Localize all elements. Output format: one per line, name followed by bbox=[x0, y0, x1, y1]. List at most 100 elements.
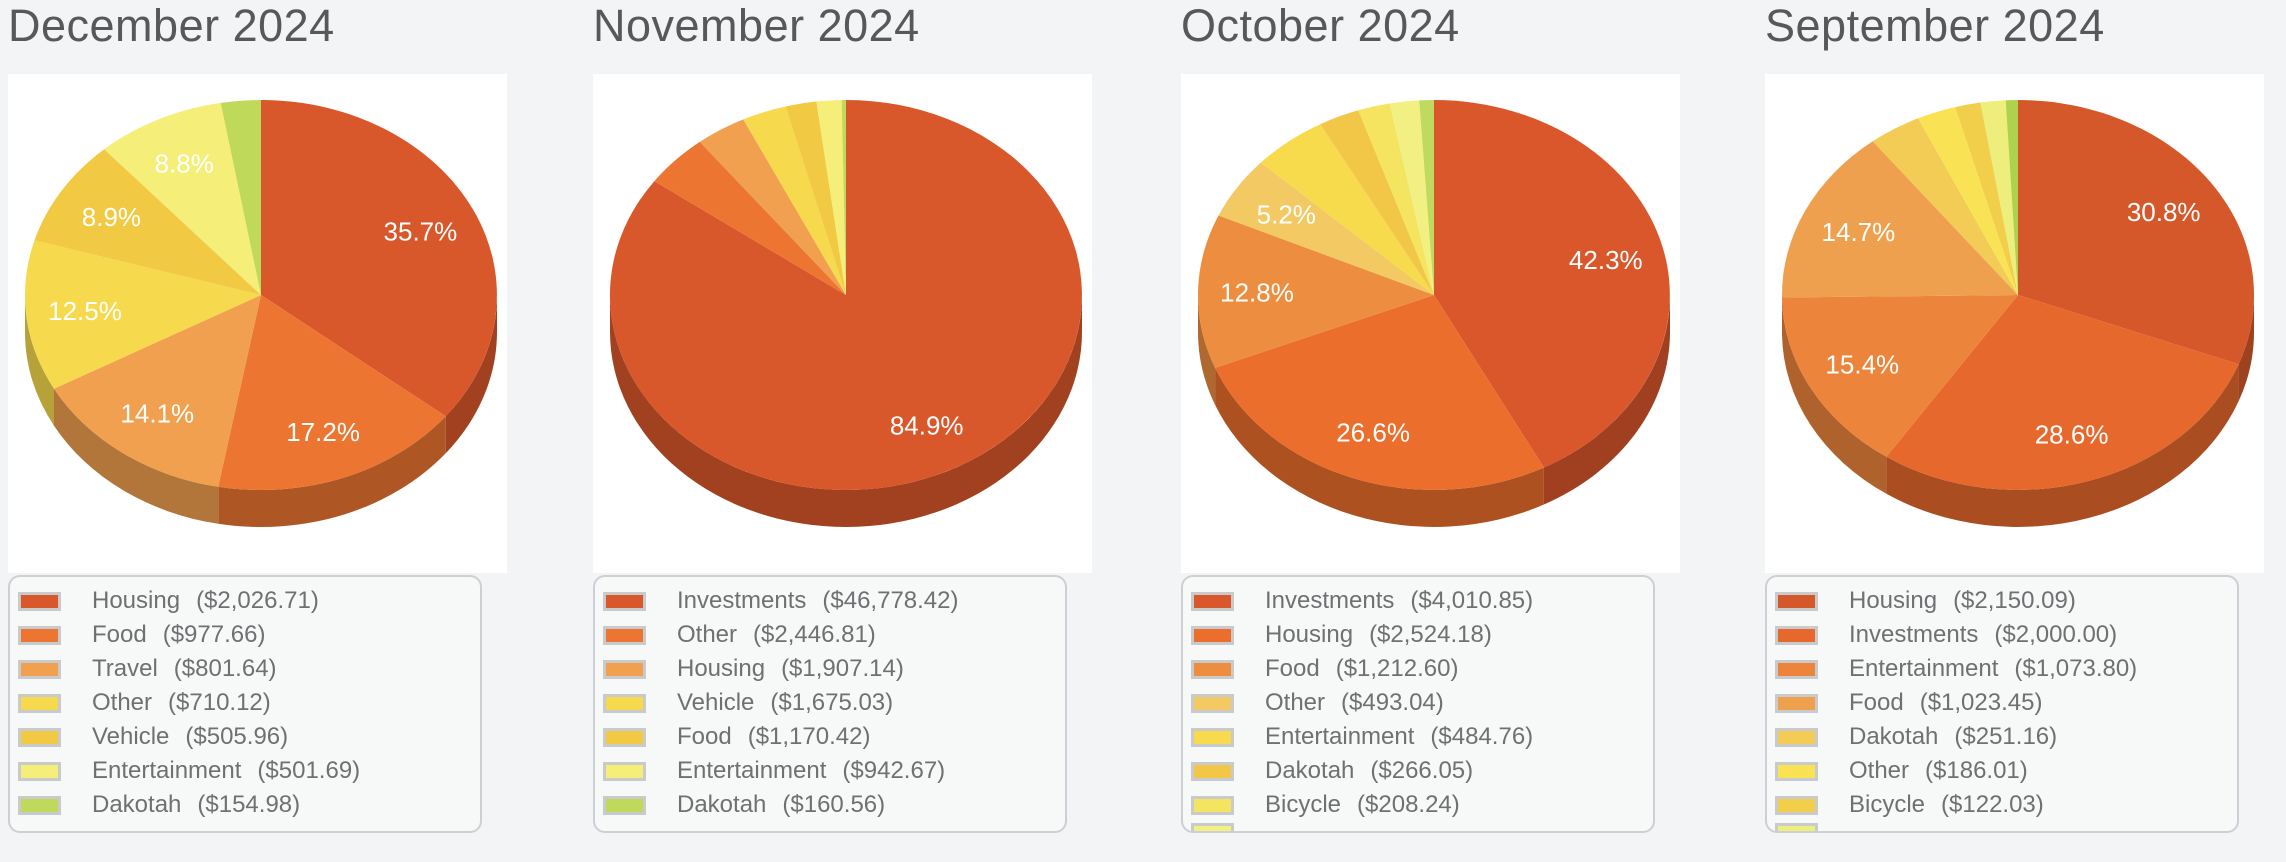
pie-slice[interactable] bbox=[1358, 103, 1434, 296]
pie-slice[interactable] bbox=[1434, 100, 1670, 468]
pie-slice[interactable] bbox=[2018, 100, 2255, 365]
pie-slice[interactable] bbox=[841, 99, 846, 295]
legend-amount-label: ($1,073.80) bbox=[2014, 655, 2138, 682]
pie-slice[interactable] bbox=[1872, 118, 2018, 295]
pie-slice[interactable] bbox=[104, 102, 261, 296]
legend-item[interactable]: Dakotah ($266.05) bbox=[1183, 754, 1653, 788]
legend-category-label: Vehicle bbox=[92, 723, 170, 750]
pie-chart-svg: 35.7% 17.2% 14.1% 12.5% 8.9% 8.8% bbox=[24, 100, 497, 528]
legend-amount-label: ($2,446.81) bbox=[753, 621, 876, 648]
legend-item[interactable]: Food ($1,023.45) bbox=[1767, 686, 2237, 720]
legend-item[interactable]: Other ($2,446.81) bbox=[595, 618, 1065, 652]
legend-amount-label: ($154.98) bbox=[197, 791, 301, 818]
legend-amount-label: ($122.03) bbox=[1941, 791, 2044, 818]
legend-category-label: Food bbox=[92, 621, 147, 648]
pie-slice[interactable] bbox=[654, 141, 846, 295]
legend: Investments ($46,778.42) Other ($2,446.81) H… bbox=[593, 575, 1067, 833]
legend-item[interactable]: Vehicle ($1,675.03) bbox=[595, 686, 1065, 720]
legend-amount-label: ($186.01) bbox=[1925, 757, 2028, 784]
legend-item[interactable]: Housing ($2,150.09) bbox=[1767, 584, 2237, 618]
legend-swatch bbox=[18, 727, 61, 747]
legend-swatch bbox=[603, 591, 646, 611]
legend-item[interactable]: Vehicle ($505.96) bbox=[10, 720, 480, 754]
pie-slice[interactable] bbox=[1782, 295, 2018, 457]
legend-item[interactable]: Dakotah ($154.98) bbox=[10, 788, 480, 822]
legend-category-label: Vehicle bbox=[677, 689, 755, 716]
legend-item[interactable]: Dakotah ($160.56) bbox=[595, 788, 1065, 822]
pie-slice[interactable] bbox=[1197, 215, 1434, 368]
pie-slice[interactable] bbox=[34, 149, 262, 295]
pie-slice[interactable] bbox=[2005, 100, 2018, 295]
pie-slice[interactable] bbox=[1218, 162, 1435, 295]
legend-amount-label: ($493.04) bbox=[1341, 689, 1444, 716]
chart-column: December 2024 35.7% 17.2% 14.1% 12.5% 8.9% 8.8… bbox=[8, 0, 548, 862]
legend-category-label: Other bbox=[92, 689, 153, 716]
legend-item[interactable]: Investments ($4,010.85) bbox=[1183, 584, 1653, 618]
pie-slice[interactable] bbox=[25, 240, 262, 389]
legend-swatch bbox=[18, 693, 61, 713]
pie-slice[interactable] bbox=[261, 100, 497, 417]
legend-swatch bbox=[603, 795, 646, 815]
legend-item[interactable]: Investments ($2,000.00) bbox=[1767, 618, 2237, 652]
pie-chart[interactable]: 30.8% 28.6% 15.4% 14.7% bbox=[1765, 74, 2264, 573]
legend-category-label: Food bbox=[677, 723, 732, 750]
pie-slice[interactable] bbox=[816, 100, 846, 295]
legend-item[interactable]: Investments ($46,778.42) bbox=[595, 584, 1065, 618]
pie-chart[interactable]: 35.7% 17.2% 14.1% 12.5% 8.9% 8.8% bbox=[8, 74, 507, 573]
pie-slice[interactable] bbox=[1918, 107, 2018, 295]
legend-item[interactable]: Food ($977.66) bbox=[10, 618, 480, 652]
legend-swatch bbox=[603, 625, 646, 645]
pie-slice[interactable] bbox=[54, 295, 261, 487]
legend-item[interactable]: Travel ($801.64) bbox=[10, 652, 480, 686]
legend-item[interactable]: Other ($493.04) bbox=[1183, 686, 1653, 720]
slice-percent-label: 35.7% bbox=[384, 217, 458, 247]
legend-amount-label: ($2,026.71) bbox=[196, 587, 319, 614]
pie-slice-side bbox=[1782, 297, 1887, 494]
legend-category-label: Other bbox=[1849, 757, 1910, 784]
pie-slice[interactable] bbox=[609, 100, 1082, 490]
legend-item[interactable]: Food ($1,170.42) bbox=[595, 720, 1065, 754]
legend-swatch bbox=[1775, 727, 1818, 747]
legend-amount-label: ($2,000.00) bbox=[1994, 621, 2118, 648]
pie-slice[interactable] bbox=[1955, 102, 2018, 296]
pie-slice[interactable] bbox=[1320, 110, 1434, 295]
legend-item[interactable]: Food ($1,212.60) bbox=[1183, 652, 1653, 686]
legend-item[interactable]: Entertainment ($484.76) bbox=[1183, 720, 1653, 754]
legend-item[interactable]: Bicycle ($122.03) bbox=[1767, 788, 2237, 822]
pie-slice[interactable] bbox=[1389, 100, 1434, 296]
legend-item[interactable]: Entertainment ($1,073.80) bbox=[1767, 652, 2237, 686]
pie-slice[interactable] bbox=[699, 119, 846, 296]
pie-slice-side bbox=[24, 295, 54, 426]
pie-slice[interactable] bbox=[1781, 141, 2018, 298]
pie-slice[interactable] bbox=[1419, 100, 1434, 295]
legend-amount-label: ($710.12) bbox=[168, 689, 271, 716]
legend-item[interactable]: Housing ($2,026.71) bbox=[10, 584, 480, 618]
legend-item[interactable]: Entertainment ($942.67) bbox=[595, 754, 1065, 788]
pie-slice[interactable] bbox=[1215, 295, 1544, 490]
pie-chart[interactable]: 42.3% 26.6% 12.8% 5.2% bbox=[1181, 74, 1680, 573]
legend-category-label: Entertainment bbox=[1849, 655, 1999, 682]
pie-slice[interactable] bbox=[218, 295, 446, 491]
legend-item[interactable]: Other ($710.12) bbox=[10, 686, 480, 720]
legend-item[interactable]: Housing ($2,524.18) bbox=[1183, 618, 1653, 652]
legend-item[interactable]: Other ($186.01) bbox=[1767, 754, 2237, 788]
slice-percent-label: 12.8% bbox=[1220, 277, 1294, 307]
legend-item[interactable]: Dakotah ($251.16) bbox=[1767, 720, 2237, 754]
slice-percent-label: 15.4% bbox=[1825, 350, 1899, 380]
legend-category-label: Dakotah bbox=[92, 791, 182, 818]
pie-slice[interactable] bbox=[743, 106, 846, 296]
pie-slice[interactable] bbox=[1260, 124, 1434, 295]
legend-item[interactable]: Entertainment ($501.69) bbox=[10, 754, 480, 788]
pie-slice[interactable] bbox=[1980, 100, 2018, 295]
chart-title: November 2024 bbox=[593, 0, 920, 51]
slice-percent-label: 14.7% bbox=[1822, 217, 1896, 247]
pie-chart[interactable]: 84.9% bbox=[593, 74, 1092, 573]
legend-category-label: Food bbox=[1265, 655, 1320, 682]
legend-category-label: Entertainment bbox=[92, 757, 242, 784]
pie-slice[interactable] bbox=[1886, 295, 2239, 490]
legend-item[interactable]: Bicycle ($208.24) bbox=[1183, 788, 1653, 822]
legend-item[interactable]: Housing ($1,907.14) bbox=[595, 652, 1065, 686]
pie-slice[interactable] bbox=[220, 100, 261, 295]
pie-slice[interactable] bbox=[785, 101, 847, 296]
pie-slice-side bbox=[445, 295, 497, 454]
